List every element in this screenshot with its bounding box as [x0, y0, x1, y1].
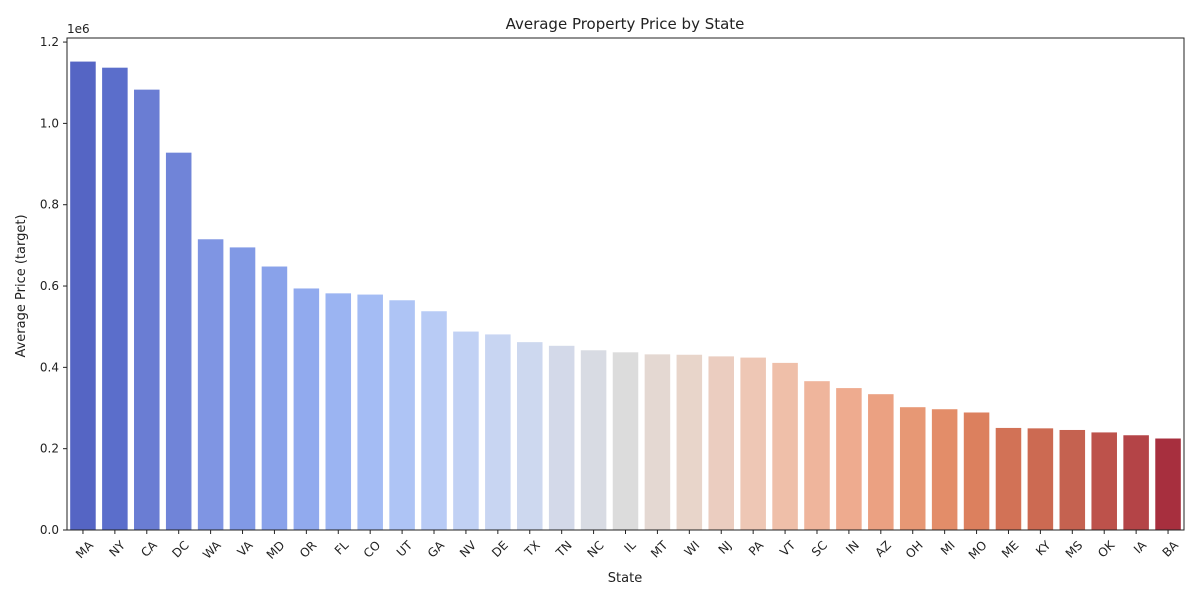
bar-ny	[102, 67, 128, 530]
bar-sc	[804, 381, 830, 530]
y-scale-note: 1e6	[67, 22, 90, 36]
chart-title: Average Property Price by State	[506, 15, 745, 33]
x-tick-label-ia: IA	[1131, 538, 1150, 557]
x-tick-label-md: MD	[264, 538, 288, 562]
x-tick-label-sc: SC	[809, 538, 830, 559]
bar-mt	[644, 354, 671, 530]
bar-in	[836, 388, 862, 530]
x-tick-label-wi: WI	[682, 538, 703, 559]
x-tick-label-nj: NJ	[716, 538, 735, 557]
x-axis-label: State	[608, 571, 642, 586]
bar-il	[612, 352, 639, 530]
x-tick-label-va: VA	[235, 538, 257, 560]
bar-ma	[70, 61, 96, 531]
x-tick-label-ga: GA	[425, 538, 448, 561]
bar-nv	[453, 331, 479, 530]
y-tick-label: 0.0	[40, 523, 59, 537]
y-tick-label: 0.4	[40, 360, 59, 374]
x-tick-label-ba: BA	[1160, 538, 1182, 560]
y-tick-label: 0.2	[40, 442, 59, 456]
bar-tn	[548, 345, 575, 530]
x-tick-label-nv: NV	[457, 538, 480, 561]
x-tick-label-mo: MO	[966, 538, 990, 562]
x-tick-label-az: AZ	[872, 538, 894, 560]
x-tick-label-ky: KY	[1033, 538, 1054, 559]
x-tick-label-co: CO	[361, 538, 384, 561]
bar-va	[229, 247, 256, 530]
bar-tx	[516, 342, 543, 530]
bar-mi	[931, 409, 958, 530]
x-tick-label-il: IL	[621, 538, 638, 555]
x-tick-label-ok: OK	[1095, 537, 1118, 560]
x-tick-label-dc: DC	[169, 538, 191, 560]
bar-ms	[1059, 429, 1086, 530]
x-tick-label-oh: OH	[903, 538, 926, 561]
bar-fl	[325, 293, 352, 530]
bar-ut	[389, 300, 415, 530]
x-tick-label-vt: VT	[777, 538, 798, 559]
bars-group	[70, 61, 1181, 531]
bar-ia	[1123, 435, 1149, 530]
x-tick-label-ut: UT	[394, 538, 416, 560]
x-tick-label-mt: MT	[648, 538, 671, 561]
x-axis: MA NY CA DC WA VA MD OR FL CO UT GA NV DE TX TN NC IL MT WI…	[73, 530, 1182, 562]
bar-nj	[708, 356, 735, 530]
bar-ba	[1155, 438, 1181, 530]
x-tick-label-wa: WA	[200, 538, 224, 562]
x-tick-label-pa: PA	[746, 538, 767, 559]
y-tick-label: 0.8	[40, 198, 59, 212]
bar-ga	[421, 311, 447, 530]
bar-md	[261, 266, 288, 530]
bar-vt	[772, 362, 798, 530]
x-tick-label-ca: CA	[138, 538, 160, 560]
bar-ky	[1027, 428, 1054, 530]
x-tick-label-mi: MI	[938, 538, 958, 558]
bar-dc	[165, 152, 192, 530]
y-axis: 0.0 0.2 0.4 0.6 0.8 1.0 1.2	[40, 35, 67, 537]
plot-frame	[66, 37, 1185, 531]
bar-ok	[1091, 432, 1117, 530]
x-tick-label-ms: MS	[1063, 538, 1086, 561]
x-tick-label-ma: MA	[73, 538, 97, 562]
bar-wa	[197, 239, 224, 531]
bar-me	[995, 427, 1022, 530]
bar-de	[485, 334, 511, 530]
bar-mo	[963, 412, 990, 530]
x-tick-label-ny: NY	[106, 538, 128, 560]
x-tick-label-tx: TX	[521, 538, 543, 560]
bar-az	[868, 394, 894, 530]
bar-or	[293, 288, 320, 530]
y-axis-label: Average Price (target)	[14, 214, 29, 357]
bar-co	[357, 294, 383, 530]
x-tick-label-de: DE	[489, 538, 511, 560]
x-tick-label-me: ME	[999, 538, 1022, 561]
x-tick-label-in: IN	[843, 538, 862, 557]
y-tick-label: 1.0	[40, 116, 59, 130]
bar-wi	[676, 354, 703, 530]
x-tick-label-or: OR	[297, 538, 319, 560]
x-tick-label-tn: TN	[553, 538, 575, 560]
y-tick-label: 0.6	[40, 279, 59, 293]
bar-nc	[580, 350, 607, 530]
bar-ca	[134, 89, 160, 530]
bar-pa	[740, 357, 766, 530]
x-tick-label-nc: NC	[584, 538, 606, 560]
x-tick-label-fl: FL	[332, 538, 352, 558]
bar-oh	[899, 407, 926, 530]
y-tick-label: 1.2	[40, 35, 59, 49]
